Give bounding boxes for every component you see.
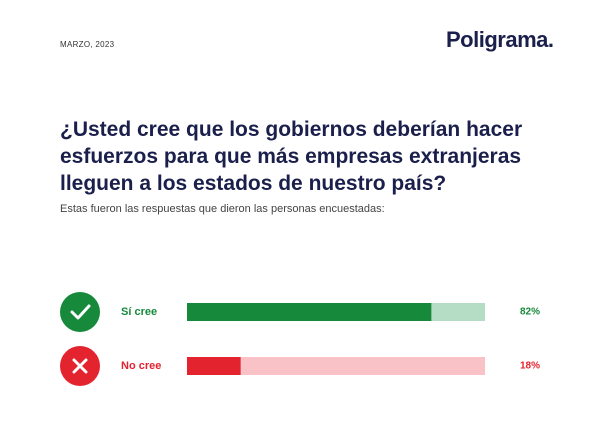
chart-title: ¿Usted cree que los gobiernos deberían h… [60,118,523,195]
category-label: Sí cree [121,306,157,318]
date: MARZO, 2023 [60,40,115,49]
check-icon [60,292,100,332]
bar-track [187,357,485,375]
bar [187,357,241,375]
icon-circle [60,292,100,332]
value-label: 18% [520,361,540,372]
brand: Poligrama. [446,27,554,52]
bar [187,303,432,321]
cross-icon [60,346,100,386]
chart-subtitle: Estas fueron las respuestas que dieron l… [60,203,385,215]
check-mark [70,304,91,320]
category-label: No cree [121,360,161,372]
value-label: 82% [520,307,540,318]
cross-mark [72,358,88,374]
